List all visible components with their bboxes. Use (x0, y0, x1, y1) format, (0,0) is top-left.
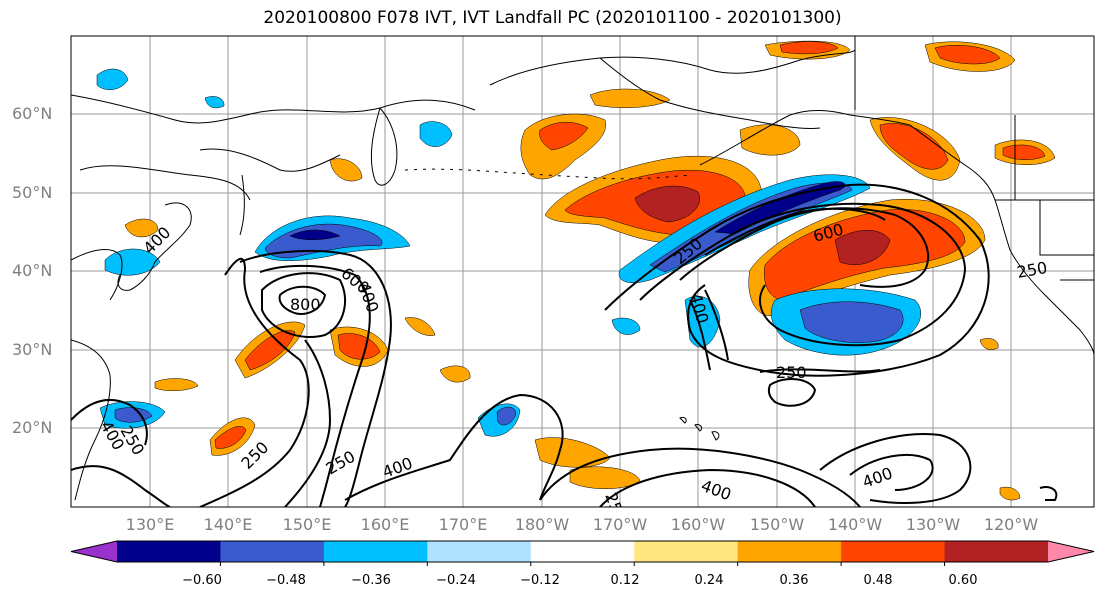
lon-label: 160°W (670, 515, 726, 534)
colorbar-tick: 0.60 (948, 573, 978, 588)
colorbar-tick: 0.48 (863, 573, 893, 588)
map-title: 2020100800 F078 IVT, IVT Landfall PC (20… (263, 8, 842, 28)
colorbar-segment (634, 541, 739, 562)
colorbar (70, 540, 1095, 566)
lon-label: 170°E (438, 515, 488, 534)
ivt-contours (71, 183, 1058, 507)
lat-label-60n: 60°N (12, 104, 53, 123)
colorbar-tick: −0.60 (182, 573, 222, 588)
colorbar-segment (737, 541, 842, 562)
colorbar-tick: −0.12 (520, 573, 560, 588)
coastlines (71, 36, 1094, 501)
lon-label: 170°W (592, 515, 648, 534)
map-frame (70, 35, 1095, 508)
lon-label: 160°E (360, 515, 410, 534)
colorbar-segment (323, 541, 428, 562)
colorbar-tick: −0.48 (266, 573, 306, 588)
contour-label: 250 (323, 447, 359, 479)
colorbar-extend-low (71, 541, 117, 562)
lon-label: 130°E (125, 515, 175, 534)
lon-label: 150°W (749, 515, 805, 534)
lat-label-40n: 40°N (12, 261, 53, 280)
colorbar-segment (117, 541, 221, 562)
lon-label: 130°W (905, 515, 961, 534)
colorbar-segment (220, 541, 325, 562)
lon-label: 150°E (282, 515, 332, 534)
lat-label-30n: 30°N (12, 340, 53, 359)
contour-label: 400 (860, 463, 895, 491)
colorbar-tick: 0.24 (694, 573, 724, 588)
lon-label: 140°W (827, 515, 883, 534)
contour-label: 400 (699, 476, 734, 504)
contour-label: 800 (290, 295, 321, 314)
lat-label-50n: 50°N (12, 183, 53, 202)
colorbar-extend-high (1048, 541, 1094, 562)
colorbar-segment (841, 541, 946, 562)
colorbar-tick: −0.36 (351, 573, 391, 588)
contour-label: 250 (776, 363, 807, 382)
colorbar-tick: −0.24 (436, 573, 476, 588)
colorbar-segment (427, 541, 532, 562)
lon-label: 140°E (203, 515, 253, 534)
colorbar-segment (530, 541, 635, 562)
colorbar-tick: 0.12 (610, 573, 640, 588)
lon-label: 120°W (983, 515, 1039, 534)
lon-label: 180°W (514, 515, 570, 534)
colorbar-tick: 0.36 (779, 573, 809, 588)
colorbar-outline (70, 540, 1095, 563)
contour-label: 400 (354, 280, 382, 315)
contour-label: 250 (1015, 258, 1048, 282)
lat-label-20n: 20°N (12, 418, 53, 437)
colorbar-segment (944, 541, 1049, 562)
